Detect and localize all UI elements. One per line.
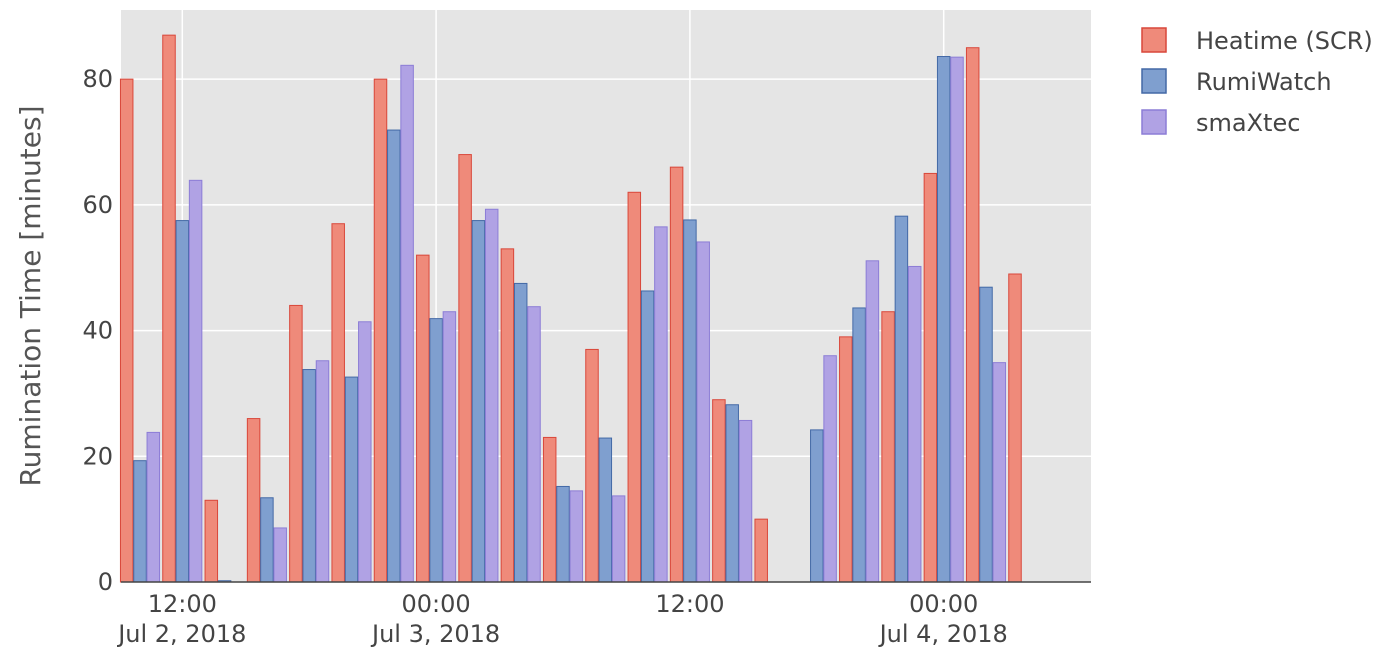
legend: Heatime (SCR) RumiWatch smaXtec <box>1141 27 1373 137</box>
x-tick-time-2: 12:00 <box>655 590 724 618</box>
bar-smaxtec-20 <box>992 362 1007 583</box>
bar-heatime-scr-10 <box>542 436 557 583</box>
y-tick-label-80: 80 <box>82 65 113 93</box>
legend-label-heatime-scr[interactable]: Heatime (SCR) <box>1196 27 1373 55</box>
y-axis-title: Rumination Time [minutes] <box>14 105 47 486</box>
bar-heatime-scr-19 <box>923 172 938 583</box>
bar-rumiwatch-10 <box>556 485 570 583</box>
bar-rumiwatch-14 <box>725 404 739 583</box>
bar-smaxtec-8 <box>484 208 499 583</box>
x-tick-time-0: 12:00 <box>148 590 217 618</box>
y-tick-label-60: 60 <box>82 191 113 219</box>
bar-smaxtec-14 <box>738 419 753 583</box>
bar-heatime-scr-9 <box>500 248 515 583</box>
legend-swatch-rumiwatch[interactable] <box>1141 68 1167 94</box>
bar-rumiwatch-12 <box>640 290 655 583</box>
legend-swatch-heatime-scr[interactable] <box>1141 27 1167 53</box>
bar-heatime-scr-21 <box>1008 273 1022 583</box>
bar-rumiwatch-20 <box>979 286 993 583</box>
bar-heatime-scr-18 <box>881 311 895 583</box>
bar-rumiwatch-18 <box>894 215 909 583</box>
bar-smaxtec-18 <box>907 265 922 583</box>
bar-smaxtec-0 <box>146 431 161 583</box>
bar-heatime-scr-0 <box>119 78 134 583</box>
bar-rumiwatch-11 <box>598 437 613 583</box>
bar-smaxtec-1 <box>188 179 203 583</box>
bar-smaxtec-11 <box>611 495 626 583</box>
bar-heatime-scr-3 <box>246 418 261 583</box>
y-tick-label-0: 0 <box>98 568 113 596</box>
bar-heatime-scr-11 <box>585 348 599 583</box>
bar-smaxtec-6 <box>400 64 414 583</box>
bar-heatime-scr-5 <box>331 223 345 583</box>
bar-rumiwatch-6 <box>387 129 401 583</box>
bar-rumiwatch-8 <box>471 220 486 583</box>
legend-label-rumiwatch[interactable]: RumiWatch <box>1196 68 1332 96</box>
bar-heatime-scr-14 <box>712 399 726 583</box>
y-tick-label-20: 20 <box>82 442 113 470</box>
bar-heatime-scr-13 <box>669 166 684 583</box>
bar-rumiwatch-0 <box>133 460 147 583</box>
bar-smaxtec-4 <box>315 360 330 583</box>
bar-smaxtec-17 <box>865 260 880 583</box>
bar-smaxtec-12 <box>654 226 668 583</box>
x-tick-date-1: Jul 3, 2018 <box>370 620 500 648</box>
bar-heatime-scr-12 <box>627 191 642 583</box>
bar-rumiwatch-19 <box>936 56 951 583</box>
bar-rumiwatch-4 <box>302 369 316 583</box>
bar-heatime-scr-1 <box>162 34 176 583</box>
bar-rumiwatch-7 <box>429 318 443 583</box>
bar-smaxtec-16 <box>823 355 837 583</box>
y-axis-ticks: 0 20 40 60 80 <box>82 65 113 596</box>
bar-smaxtec-3 <box>273 527 287 583</box>
bar-heatime-scr-2 <box>204 499 219 583</box>
bar-heatime-scr-4 <box>289 304 303 583</box>
bar-rumiwatch-13 <box>683 219 697 583</box>
legend-label-smaxtec[interactable]: smaXtec <box>1196 109 1300 137</box>
y-tick-label-40: 40 <box>82 317 113 345</box>
bar-heatime-scr-7 <box>416 254 430 583</box>
bar-heatime-scr-6 <box>373 78 388 583</box>
bar-heatime-scr-15 <box>754 518 768 583</box>
bar-rumiwatch-1 <box>175 220 190 583</box>
x-tick-time-1: 00:00 <box>402 590 471 618</box>
bar-smaxtec-7 <box>442 311 457 583</box>
bar-rumiwatch-17 <box>852 307 866 583</box>
bar-rumiwatch-16 <box>810 429 824 583</box>
bar-heatime-scr-20 <box>965 47 980 583</box>
bar-rumiwatch-3 <box>260 497 274 583</box>
bars <box>119 34 1091 583</box>
bar-smaxtec-10 <box>569 490 584 583</box>
bar-smaxtec-5 <box>358 321 372 583</box>
bar-heatime-scr-8 <box>458 154 472 583</box>
x-tick-time-3: 00:00 <box>909 590 978 618</box>
legend-swatch-smaxtec[interactable] <box>1141 109 1167 135</box>
bar-rumiwatch-5 <box>344 376 359 583</box>
x-tick-date-3: Jul 4, 2018 <box>878 620 1008 648</box>
x-tick-date-0: Jul 2, 2018 <box>116 620 246 648</box>
bar-rumiwatch-9 <box>513 282 528 583</box>
bar-smaxtec-13 <box>696 241 710 583</box>
bar-smaxtec-19 <box>950 56 964 583</box>
bar-smaxtec-9 <box>527 306 541 583</box>
bar-heatime-scr-17 <box>839 336 853 583</box>
